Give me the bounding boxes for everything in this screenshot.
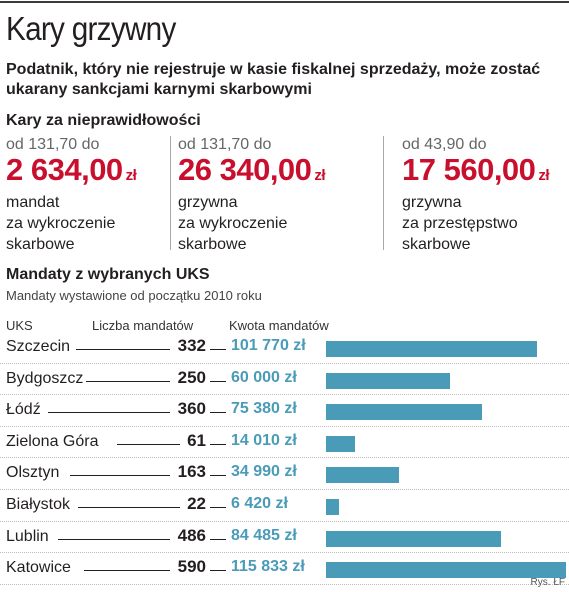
column-header-uks: UKS [6, 318, 33, 333]
fine-from: od 131,70 do [178, 136, 272, 153]
leader-line [70, 475, 170, 477]
table-row: Katowice 590 115 833 zł [0, 553, 569, 585]
count-value: 486 [177, 525, 206, 545]
fine-description: grzywna za wykroczenie skarbowe [178, 194, 288, 253]
fine-description: grzywna za przestępstwo skarbowe [402, 194, 518, 253]
leader-line [48, 412, 170, 414]
amount-bar [326, 499, 340, 515]
leader-line [84, 570, 170, 572]
leader-line [78, 507, 180, 508]
city-label: Zielona Góra [6, 432, 99, 450]
amount-label: 101 770 zł [231, 337, 306, 354]
row-separator [0, 362, 569, 364]
fine-item-mandat: od 131,70 do 2 634,00 zł mandat za wykroc… [6, 136, 176, 255]
amount-label: 34 990 zł [231, 463, 297, 481]
leader-line [210, 349, 226, 350]
row-separator [0, 457, 569, 459]
leader-line [117, 443, 180, 445]
fine-amount: 17 560,00 zł [402, 152, 550, 187]
count-value: 590 [177, 557, 206, 577]
city-label: Olsztyn [6, 464, 60, 482]
row-separator [0, 394, 569, 396]
row-separator [0, 489, 569, 490]
leader-line [210, 570, 226, 572]
page-title: Kary grzywny [6, 10, 176, 47]
city-label: Szczecin [6, 338, 71, 355]
leader-line [86, 380, 170, 382]
city-label: Lublin [6, 527, 49, 545]
fine-item-grzywna-przestepstwo: od 43,90 do 17 560,00 zł grzywna za przes… [402, 136, 569, 255]
city-label: Łódź [6, 401, 41, 419]
leader-line [210, 475, 226, 477]
fines-heading: Kary za nieprawidłowości [6, 112, 201, 129]
column-divider [383, 136, 384, 250]
amount-bar [326, 341, 537, 357]
city-label: Białystok [6, 496, 71, 513]
credit: Rys. ŁF [530, 577, 565, 588]
count-value: 163 [177, 462, 206, 482]
page-subtitle: Podatnik, który nie rejestruje w kasie f… [6, 61, 541, 98]
amount-bar [326, 404, 483, 421]
city-label: Bydgoszcz [6, 369, 84, 387]
fine-amount: 2 634,00 zł [6, 152, 137, 187]
leader-line [210, 538, 226, 540]
amount-label: 6 420 zł [231, 495, 288, 512]
fine-from: od 131,70 do [6, 136, 100, 153]
top-rule [0, 1, 569, 3]
fine-description: mandat za wykroczenie skarbowe [6, 194, 116, 253]
column-header-amount: Kwota mandatów [229, 318, 329, 333]
row-separator [0, 552, 569, 554]
city-label: Katowice [6, 559, 71, 577]
table-row: Olsztyn 163 34 990 zł [0, 458, 569, 490]
amount-bar [326, 562, 566, 579]
leader-line [210, 380, 226, 382]
count-value: 332 [177, 336, 206, 355]
table-row: Lublin 486 84 485 zł [0, 522, 569, 554]
column-header-count: Liczba mandatów [92, 318, 194, 333]
count-value: 250 [177, 367, 206, 387]
amount-label: 84 485 zł [231, 526, 297, 544]
fine-amount: 26 340,00 zł [178, 152, 326, 187]
row-separator [0, 425, 569, 427]
table-row: Łódź 360 75 380 zł [0, 395, 569, 427]
amount-bar [326, 435, 355, 452]
row-separator [0, 520, 569, 522]
row-separator [0, 583, 569, 585]
table-row: Białystok 22 6 420 zł [0, 490, 569, 522]
amount-label: 14 010 zł [231, 431, 297, 449]
table-row: Bydgoszcz 250 60 000 zł [0, 364, 569, 396]
fine-from: od 43,90 do [402, 136, 487, 153]
amount-bar [326, 467, 399, 484]
table-heading: Mandaty z wybranych UKS [6, 266, 210, 283]
amount-label: 75 380 zł [231, 400, 297, 418]
leader-line [210, 443, 226, 445]
amount-bar [326, 530, 501, 547]
amount-bar [326, 372, 451, 389]
leader-line [76, 349, 170, 350]
table-row: Zielona Góra 61 14 010 zł [0, 427, 569, 459]
table-row: Szczecin 332 101 770 zł [0, 332, 569, 364]
amount-label: 115 833 zł [231, 558, 305, 576]
leader-line [58, 538, 170, 540]
count-value: 61 [187, 430, 206, 450]
count-value: 22 [187, 494, 206, 513]
count-value: 360 [177, 399, 206, 419]
fine-item-grzywna-wykroczenie: od 131,70 do 26 340,00 zł grzywna za wykr… [178, 136, 348, 255]
amount-label: 60 000 zł [231, 368, 297, 386]
leader-line [210, 507, 226, 508]
table-note: Mandaty wystawione od początku 2010 roku [6, 288, 262, 303]
column-divider [170, 136, 171, 250]
leader-line [210, 412, 226, 414]
